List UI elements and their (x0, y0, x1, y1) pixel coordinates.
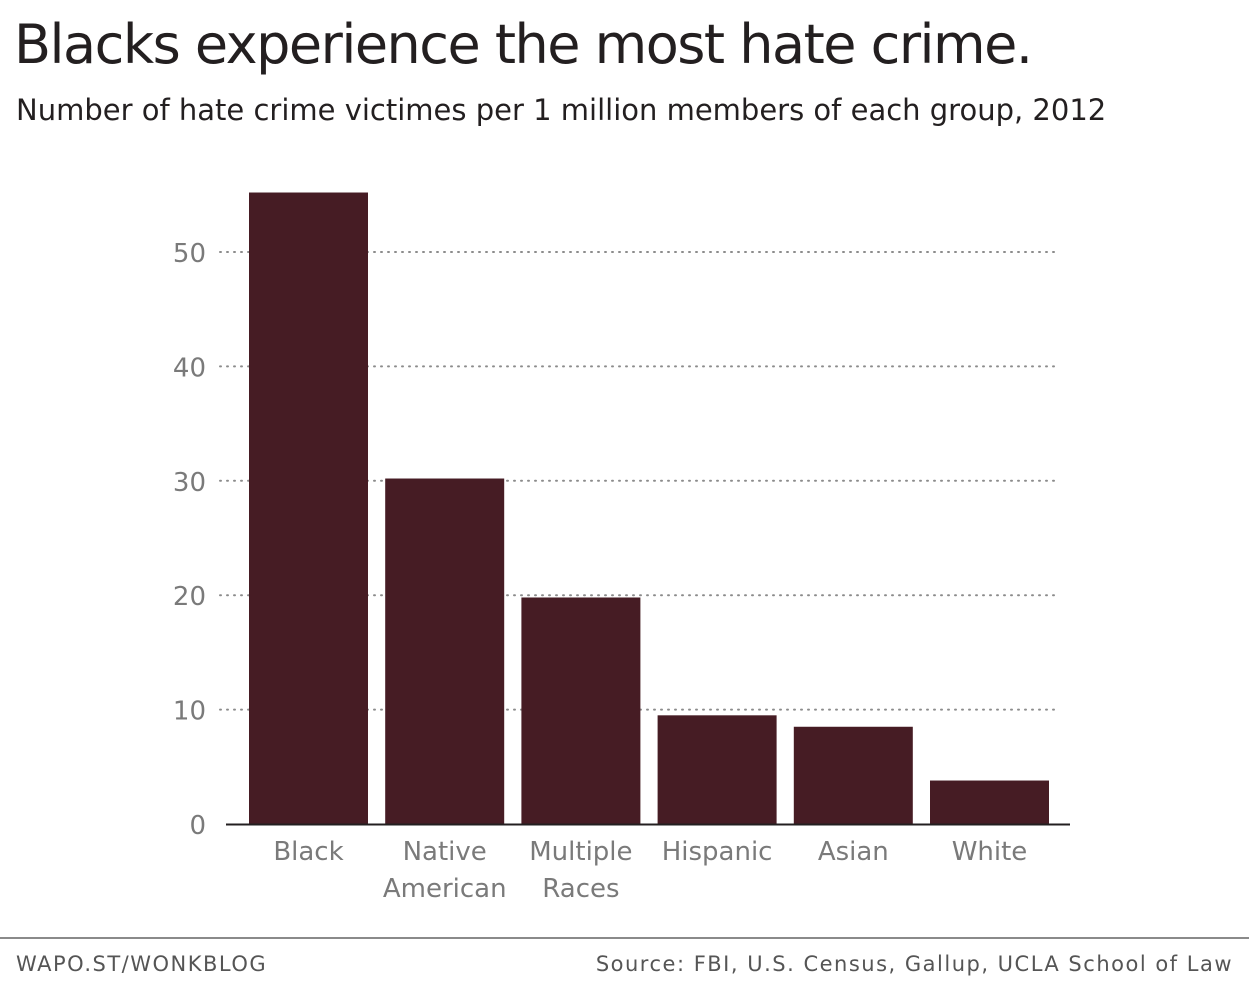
x-category-label-line: Races (542, 874, 619, 904)
y-tick-label-20: 20 (173, 582, 206, 612)
y-tick-label-0: 0 (189, 811, 206, 841)
bars (249, 192, 1049, 825)
bar-0 (249, 192, 368, 825)
x-category-label-1: Native American (383, 837, 507, 904)
x-category-label-line: American (383, 874, 507, 904)
x-category-label-2: Multiple Races (529, 837, 632, 904)
footer-divider (0, 937, 1249, 939)
x-category-label-line: White (952, 837, 1028, 867)
x-category-label-3: Hispanic (662, 837, 773, 867)
bar-4 (793, 726, 913, 824)
bar-3 (657, 715, 777, 824)
x-category-label-0: Black (273, 837, 343, 867)
x-category-label-line: Black (273, 837, 343, 867)
bar-chart: 0 10 20 30 40 50 Black Native American Multiple R… (173, 192, 1070, 904)
chart-subtitle: Number of hate crime victimes per 1 mill… (16, 93, 1107, 127)
footer-credit: WAPO.ST/WONKBLOG (16, 952, 268, 976)
x-axis-category-labels: Black Native American Multiple Races Hispanic… (273, 837, 1027, 904)
y-tick-label-50: 50 (173, 239, 206, 269)
bar-5 (930, 780, 1049, 824)
x-category-label-line: Asian (818, 837, 889, 867)
x-category-label-4: Asian (818, 837, 889, 867)
x-category-label-line: Native (403, 837, 487, 867)
footer-source: Source: FBI, U.S. Census, Gallup, UCLA S… (595, 952, 1233, 976)
chart-title: Blacks experience the most hate crime. (14, 13, 1033, 76)
y-tick-label-30: 30 (173, 468, 206, 498)
y-axis-tick-labels: 0 10 20 30 40 50 (173, 239, 206, 841)
x-category-label-line: Hispanic (662, 837, 773, 867)
y-tick-label-10: 10 (173, 697, 206, 727)
x-category-label-line: Multiple (529, 837, 632, 867)
x-category-label-5: White (952, 837, 1028, 867)
bar-1 (385, 478, 505, 824)
y-tick-label-40: 40 (173, 353, 206, 383)
bar-2 (521, 597, 641, 824)
